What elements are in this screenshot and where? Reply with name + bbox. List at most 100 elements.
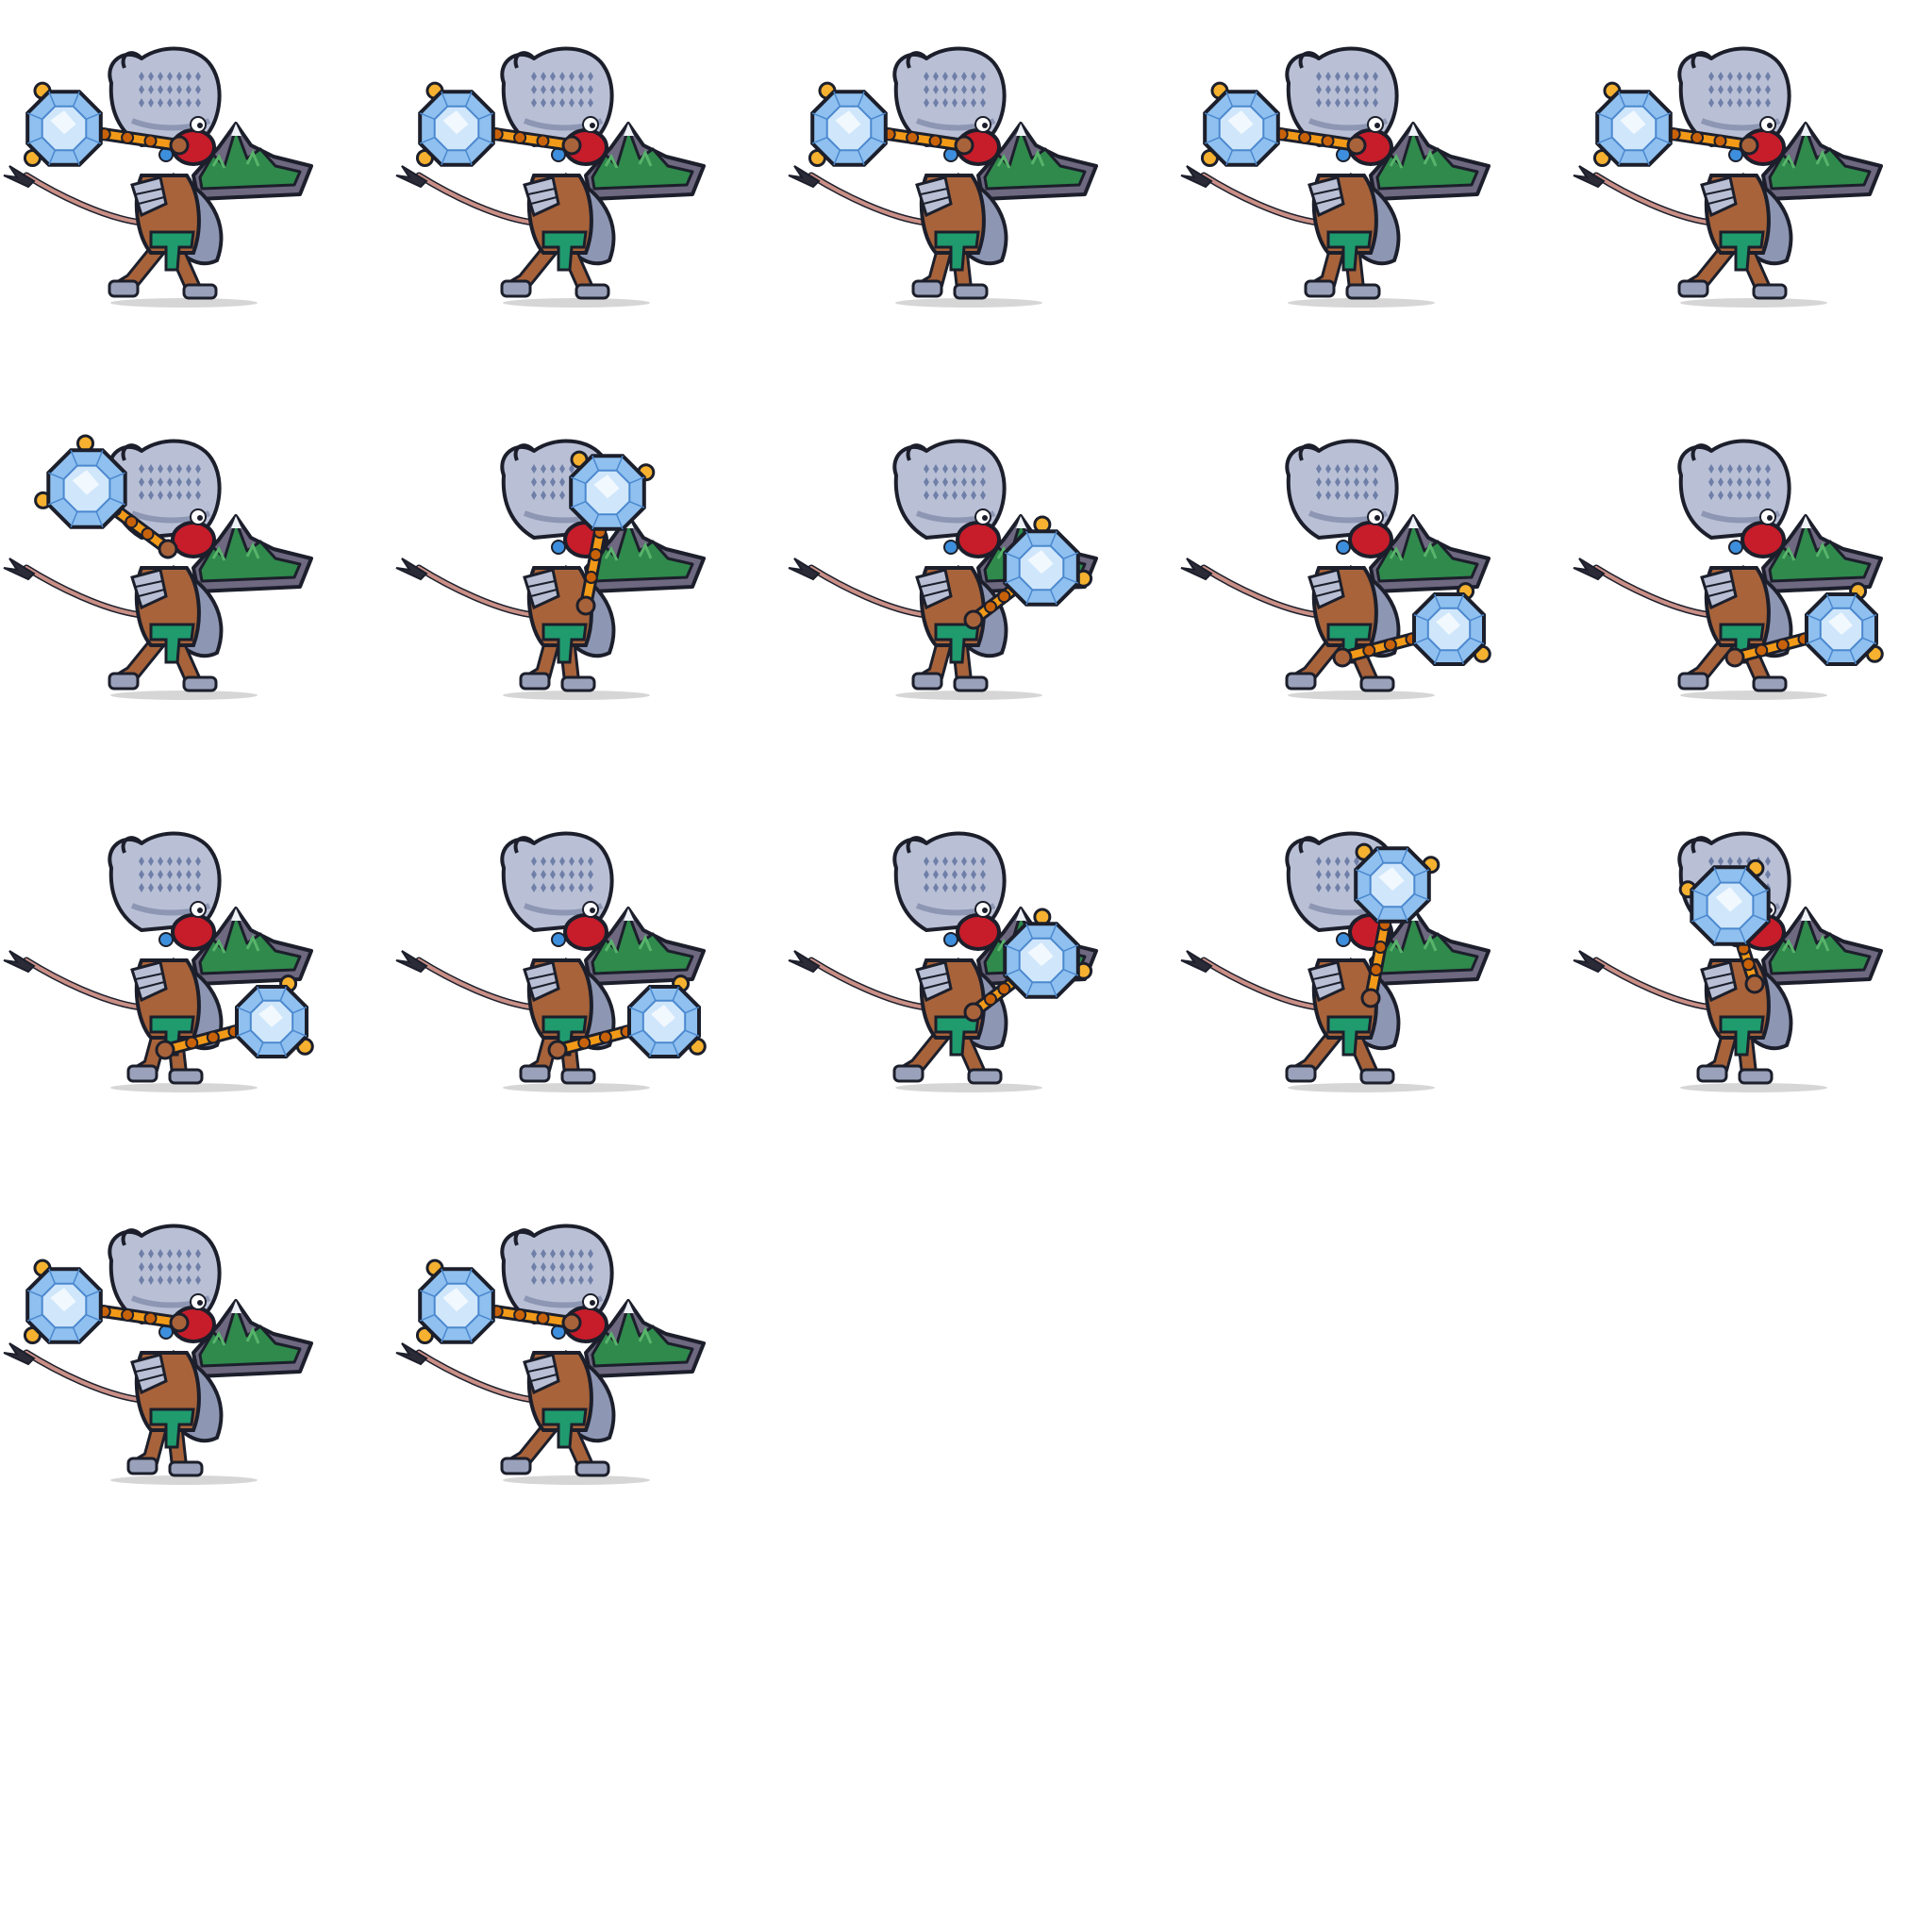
mountain-icon <box>192 514 313 593</box>
sash <box>541 1407 588 1449</box>
mountain-icon <box>192 907 313 986</box>
sash <box>149 1015 195 1057</box>
hand <box>155 1040 175 1060</box>
legs <box>1285 1023 1395 1085</box>
shoulder-armor <box>1700 175 1738 218</box>
boot <box>1696 1064 1728 1083</box>
monkey-warrior-sprite <box>1180 831 1491 1092</box>
boot <box>1345 283 1381 300</box>
mountain-icon <box>1369 907 1491 986</box>
shoulder-armor <box>523 960 560 1003</box>
boot <box>126 1064 158 1083</box>
sprite-frame <box>392 34 706 317</box>
monkey-warrior-sprite <box>395 439 706 700</box>
monkey-warrior-sprite <box>1573 831 1883 1092</box>
tail-tip <box>3 558 36 581</box>
hand <box>158 539 178 559</box>
shoulder-armor <box>523 568 560 610</box>
shoulder-armor <box>1700 960 1738 1003</box>
boot <box>108 672 140 691</box>
boot <box>1285 672 1317 691</box>
tail-tip <box>1180 165 1213 189</box>
boot <box>168 1068 204 1085</box>
sash <box>541 1015 588 1057</box>
tail-tip <box>3 1342 36 1366</box>
ground-shadow <box>1680 298 1827 308</box>
ground-shadow <box>1680 1083 1827 1092</box>
shoulder-armor <box>523 175 560 218</box>
sash <box>1719 623 1765 664</box>
hand <box>561 135 582 156</box>
monkey-warrior-sprite <box>788 46 1098 308</box>
ground-shadow <box>503 1475 650 1485</box>
ear-gem-icon <box>1336 932 1351 947</box>
sprite-frame <box>0 1211 313 1494</box>
mountain-icon <box>584 907 706 986</box>
legs <box>1285 630 1395 692</box>
hand <box>547 1040 568 1060</box>
monkey-warrior-sprite <box>788 439 1098 700</box>
ground-shadow <box>1680 691 1827 700</box>
crystal-mace-icon <box>158 974 314 1058</box>
sash <box>149 1407 195 1449</box>
mountain-icon <box>192 122 313 201</box>
hand <box>1332 647 1353 668</box>
crystal-mace-icon <box>23 1258 186 1344</box>
boot <box>1677 279 1709 298</box>
shoulder-armor <box>1307 568 1345 610</box>
monkey-warrior-sprite <box>395 46 706 308</box>
crystal-mace-icon <box>808 81 971 167</box>
monkey-warrior-sprite <box>395 1224 706 1485</box>
ear-gem-icon <box>943 540 958 555</box>
tail-tip <box>395 558 428 581</box>
shoulder-armor <box>915 175 953 218</box>
mountain-icon <box>1761 907 1883 986</box>
shoulder-armor <box>915 568 953 610</box>
face <box>956 521 1001 558</box>
eye <box>982 123 988 128</box>
tail-tip <box>788 950 821 974</box>
tail <box>23 172 145 226</box>
shoulder-armor <box>1700 568 1738 610</box>
boot <box>1738 1068 1774 1085</box>
tail <box>808 957 930 1011</box>
crystal-mace-icon <box>1354 842 1441 1005</box>
mountain-icon <box>584 1299 706 1378</box>
tail <box>23 564 145 619</box>
hand <box>169 1312 190 1333</box>
crystal-mace-icon <box>1678 858 1771 991</box>
tail-tip <box>1573 165 1606 189</box>
crystal-mace-icon <box>34 434 175 556</box>
boot <box>953 283 989 300</box>
tail <box>1592 957 1715 1011</box>
boot <box>126 1457 158 1475</box>
hand <box>1744 974 1765 994</box>
sprite-frame <box>0 34 313 317</box>
tail <box>808 564 930 619</box>
ear-gem-icon <box>551 540 566 555</box>
face <box>171 913 216 951</box>
monkey-warrior-sprite <box>1180 46 1491 308</box>
eye <box>590 908 595 913</box>
tail <box>415 1349 538 1404</box>
eye <box>197 123 203 128</box>
ear-gem-icon <box>551 932 566 947</box>
sash <box>149 623 195 664</box>
ground-shadow <box>110 1475 258 1485</box>
crystal-mace-icon <box>967 515 1093 626</box>
sash <box>1326 623 1373 664</box>
tail <box>415 957 538 1011</box>
eye <box>197 515 203 521</box>
hand <box>575 595 596 616</box>
crystal-mace-icon <box>551 974 707 1058</box>
mountain-icon <box>1369 122 1491 201</box>
boot <box>953 675 989 692</box>
sprite-frame <box>0 426 313 709</box>
eye <box>982 908 988 913</box>
boot <box>168 1460 204 1477</box>
tail-tip <box>3 165 36 189</box>
sprite-frame <box>785 34 1098 317</box>
boot <box>519 1064 551 1083</box>
boot <box>519 672 551 691</box>
boot <box>500 279 532 298</box>
